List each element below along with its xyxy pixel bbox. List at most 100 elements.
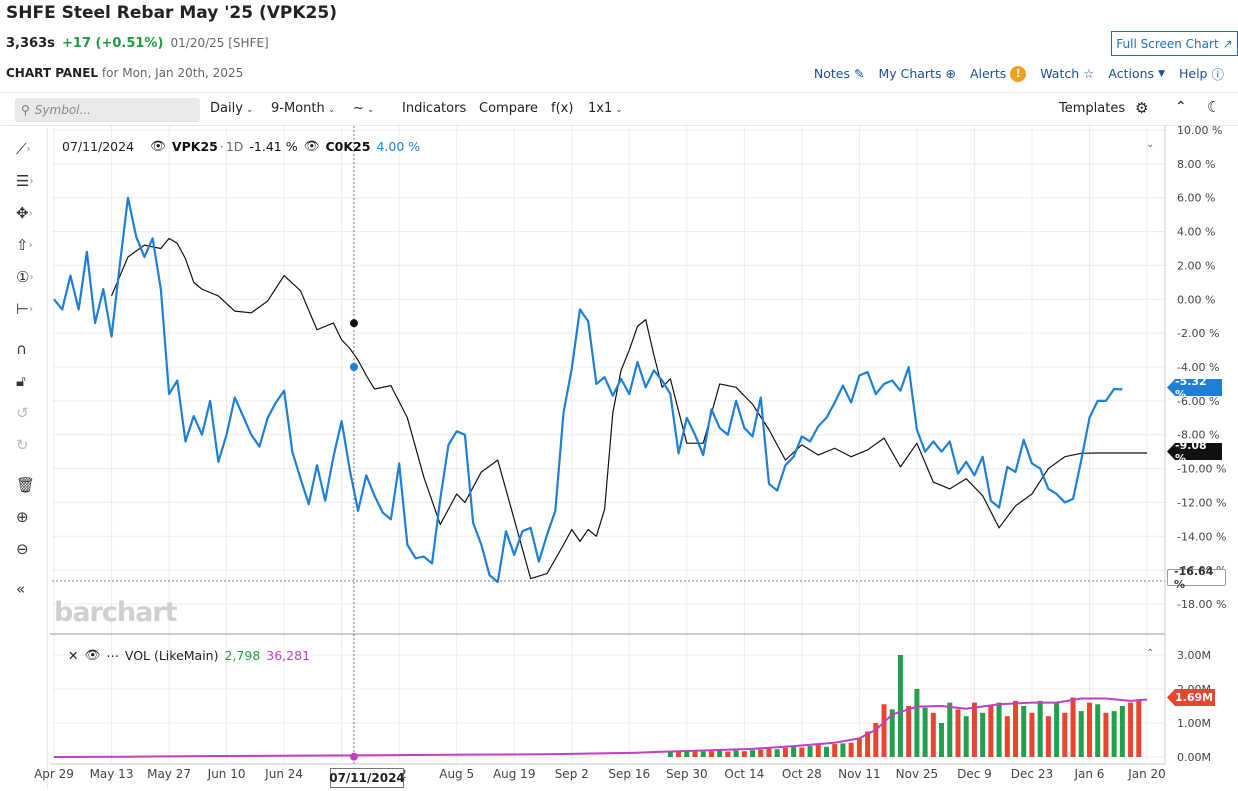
series-lines xyxy=(53,196,1147,584)
volume-bar xyxy=(922,707,928,757)
notes-link[interactable]: Notes ✎ xyxy=(814,66,865,81)
legend-compare-symbol: C0K25 xyxy=(325,138,371,154)
volume-bars xyxy=(53,655,1148,758)
chart-panel-heading: CHART PANEL for Mon, Jan 20th, 2025 xyxy=(6,66,243,80)
volume-tag: 1.69M xyxy=(1167,689,1215,706)
collapse-chevrons-icon[interactable]: ⌃ xyxy=(1175,99,1187,115)
main-price-tag: -9.08 % xyxy=(1167,443,1222,460)
actions-menu[interactable]: Actions ▼ xyxy=(1108,66,1165,81)
volume-bar xyxy=(1119,706,1125,757)
external-arrow-icon: ↗ xyxy=(1222,36,1233,51)
fib-tool-icon[interactable]: ☰ › xyxy=(16,172,34,190)
interval-dropdown[interactable]: Daily ⌄ xyxy=(210,101,253,116)
x-tick-label: Oct 14 xyxy=(724,767,764,781)
legend-main-symbol: VPK25 xyxy=(171,138,218,154)
last-price: 3,363s xyxy=(6,36,55,51)
compare-button[interactable]: Compare xyxy=(479,101,538,116)
edit-icon: ✎ xyxy=(853,66,865,81)
trash-icon[interactable]: 🗑︎ xyxy=(16,476,36,494)
layout-dropdown[interactable]: 1x1 ⌄ xyxy=(588,101,623,116)
y-tick-label: -4.00 % xyxy=(1177,361,1219,374)
y-tick-label: 0.00 % xyxy=(1177,293,1215,306)
legend-interval: 1D xyxy=(225,138,244,154)
y-tick-label: -6.00 % xyxy=(1177,395,1219,408)
volume-bar xyxy=(1095,704,1101,757)
volume-bar xyxy=(692,750,698,757)
volume-y-tick-label: 3.00M xyxy=(1177,649,1211,662)
volume-bar xyxy=(1111,711,1117,757)
alerts-link[interactable]: Alerts! xyxy=(970,65,1027,82)
x-tick-label: Nov 11 xyxy=(838,767,881,781)
volume-bar xyxy=(897,655,903,757)
chart-panel-date: for Mon, Jan 20th, 2025 xyxy=(101,66,244,80)
y-tick-label: -2.00 % xyxy=(1177,327,1219,340)
undo-icon[interactable]: ↺ xyxy=(16,404,29,422)
trendline-tool-icon[interactable]: ⟋ › xyxy=(16,140,31,158)
chevron-down-icon: ⌄ xyxy=(366,105,375,115)
dark-mode-moon-icon[interactable]: ☾ xyxy=(1207,98,1221,116)
price-change: +17 (+0.51%) xyxy=(62,36,164,51)
y-tick-label: 8.00 % xyxy=(1177,158,1215,171)
arrow-tool-icon[interactable]: ⇧ › xyxy=(16,236,33,254)
crosshair xyxy=(52,126,1165,766)
help-link[interactable]: Help ⓘ xyxy=(1179,64,1224,83)
volume-bar xyxy=(1045,716,1051,757)
redo-icon[interactable]: ↻ xyxy=(16,436,29,454)
volume-bar xyxy=(840,743,846,757)
eye-icon[interactable]: 👁︎ xyxy=(84,647,101,662)
legend-main-value: -1.41 % xyxy=(249,138,298,154)
unlock-icon[interactable]: 🔓︎ xyxy=(16,372,26,390)
full-screen-chart-button[interactable]: Full Screen Chart ↗ xyxy=(1111,31,1238,56)
volume-bar xyxy=(1136,699,1142,757)
volume-bar xyxy=(1013,700,1019,757)
symbol-placeholder: Symbol... xyxy=(34,103,91,117)
settings-gear-icon[interactable]: ⚙ xyxy=(1135,99,1149,117)
symbol-search-input[interactable]: ⚲ Symbol... xyxy=(15,98,200,122)
volume-bar xyxy=(873,723,879,757)
chart-legend: 07/11/2024 👁︎ VPK25 · 1D -1.41 % 👁︎ C0K25… xyxy=(62,138,421,154)
measure-tool-icon[interactable]: ⊢ › xyxy=(16,300,34,318)
volume-bar xyxy=(939,723,945,757)
series-line-c0k25 xyxy=(53,196,1123,584)
eye-icon[interactable]: 👁︎ xyxy=(303,138,320,153)
volume-bar xyxy=(1021,706,1027,757)
zoom-in-icon[interactable]: ⊕ xyxy=(16,508,29,526)
price-chart[interactable]: 10.00 % 8.00 % 6.00 % 4.00 % 2.00 % 0.00 % -2.… xyxy=(0,126,1238,791)
close-icon[interactable]: ✕ xyxy=(68,647,79,663)
chevron-down-icon: ⌄ xyxy=(245,105,254,115)
volume-bar xyxy=(1078,711,1084,757)
y-axis: 10.00 % 8.00 % 6.00 % 4.00 % 2.00 % 0.00 % -2.… xyxy=(1177,126,1226,611)
chart-type-dropdown[interactable]: ∼ ⌄ xyxy=(353,101,374,116)
volume-bar xyxy=(782,747,788,757)
x-tick-label: Sep 2 xyxy=(555,767,589,781)
more-icon[interactable]: ⋯ xyxy=(106,647,119,663)
annotation-tool-icon[interactable]: ① › xyxy=(16,268,34,286)
eye-icon[interactable]: 👁︎ xyxy=(150,138,166,153)
volume-bar xyxy=(708,751,714,757)
templates-button[interactable]: Templates xyxy=(1059,101,1126,116)
volume-bar xyxy=(766,748,772,757)
y-tick-label: -14.00 % xyxy=(1177,530,1226,543)
crosshair-compare-dot xyxy=(349,363,358,371)
x-tick-label: Sep 16 xyxy=(608,767,650,781)
shapes-tool-icon[interactable]: ✥ › xyxy=(16,204,33,222)
volume-bar xyxy=(750,750,756,757)
indicators-button[interactable]: Indicators xyxy=(402,101,467,116)
volume-label: VOL (LikeMain) xyxy=(124,647,219,663)
watch-link[interactable]: Watch ☆ xyxy=(1040,66,1094,81)
y-tick-label: -18.00 % xyxy=(1177,598,1226,611)
chevron-down-icon[interactable]: ⌄ xyxy=(1146,139,1155,150)
volume-y-tick-label: 0.00M xyxy=(1177,751,1211,764)
y-tick-label: -8.00 % xyxy=(1177,429,1219,442)
collapse-sidebar-icon[interactable]: « xyxy=(16,580,26,598)
volume-value: 2,798 xyxy=(224,647,261,663)
fx-button[interactable]: f(x) xyxy=(551,101,574,116)
x-tick-label: Apr 29 xyxy=(34,767,74,781)
chevron-up-icon[interactable]: ⌃ xyxy=(1146,648,1155,659)
volume-bar xyxy=(832,744,838,757)
my-charts-link[interactable]: My Charts ⊕ xyxy=(878,66,956,81)
magnet-icon[interactable]: ∩ xyxy=(16,340,27,358)
period-dropdown[interactable]: 9-Month ⌄ xyxy=(271,101,335,116)
zoom-out-icon[interactable]: ⊖ xyxy=(16,540,29,558)
watch-label: Watch xyxy=(1040,66,1080,81)
